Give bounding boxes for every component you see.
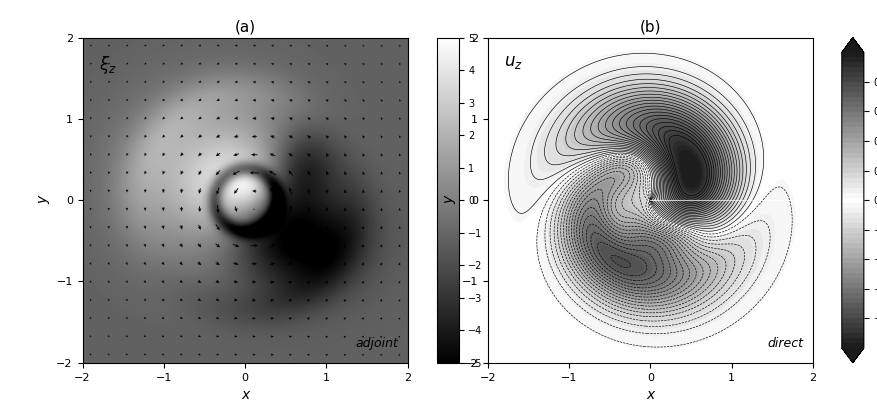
Y-axis label: y: y [37, 196, 51, 204]
Text: $u_z$: $u_z$ [504, 54, 523, 71]
Y-axis label: y: y [442, 196, 456, 204]
Title: (a): (a) [234, 20, 256, 35]
X-axis label: x: x [646, 388, 654, 402]
Title: (b): (b) [639, 20, 661, 35]
X-axis label: x: x [241, 388, 249, 402]
PathPatch shape [842, 348, 864, 363]
Text: direct: direct [767, 337, 803, 350]
PathPatch shape [842, 38, 864, 52]
Text: adjoint: adjoint [355, 337, 398, 350]
Text: $\xi_z$: $\xi_z$ [99, 54, 117, 76]
